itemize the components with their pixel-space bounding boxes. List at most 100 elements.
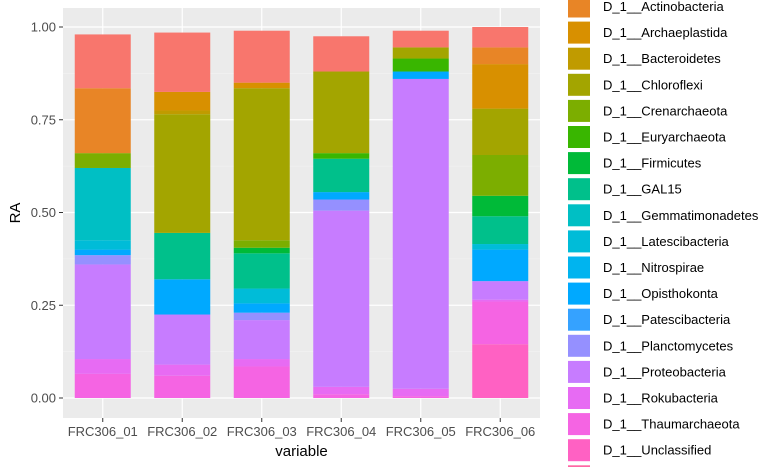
- bar-segment: [233, 240, 290, 248]
- legend-label: D_1__Firmicutes: [603, 156, 702, 171]
- bar-segment: [74, 34, 131, 89]
- y-axis: 0.00 0.25 0.50 0.75 1.00: [31, 20, 63, 406]
- bar-segment: [154, 114, 211, 233]
- x-tick-label: FRC306_01: [68, 424, 138, 439]
- legend-label: D_1__Bacteroidetes: [603, 51, 721, 66]
- legend-key: [568, 308, 590, 331]
- bar-segment: [74, 359, 131, 374]
- legend-key: [568, 0, 590, 18]
- legend-label: D_1__Patescibacteria: [603, 312, 731, 327]
- bar-segment: [154, 364, 211, 376]
- legend-key: [568, 204, 590, 227]
- bar-segment: [313, 153, 370, 159]
- bar-segment: [74, 153, 131, 168]
- legend-label: D_1__Proteobacteria: [603, 364, 727, 379]
- bar-segment: [392, 71, 449, 79]
- legend-label: D_1__Chloroflexi: [603, 77, 703, 92]
- legend-key: [568, 439, 590, 462]
- bar-segment: [392, 47, 449, 59]
- bar-segment: [313, 71, 370, 154]
- bar-segment: [472, 301, 529, 345]
- bar-segment: [154, 375, 211, 398]
- bars: [74, 27, 529, 398]
- legend: D_1__Actinobacteria D_1__Archaeplastida D_…: [568, 0, 759, 467]
- bar-segment: [392, 396, 449, 398]
- bar-segment: [313, 394, 370, 398]
- legend-key: [568, 413, 590, 436]
- y-tick-label: 0.00: [31, 391, 56, 406]
- x-tick-label: FRC306_05: [386, 424, 456, 439]
- bar-segment: [313, 158, 370, 193]
- bar-segment: [233, 88, 290, 241]
- bar-segment: [472, 249, 529, 282]
- bar-segment: [233, 82, 290, 89]
- bar-segment: [472, 154, 529, 196]
- legend-label: D_1__Actinobacteria: [603, 0, 724, 14]
- legend-key: [568, 152, 590, 175]
- bar-segment: [472, 244, 529, 250]
- legend-key: [568, 387, 590, 409]
- y-axis-title: RA: [7, 203, 24, 224]
- bar-segment: [472, 195, 529, 217]
- legend-key: [568, 47, 590, 70]
- legend-key: [568, 21, 590, 44]
- bar-segment: [74, 264, 131, 360]
- legend-label: D_1__Planctomycetes: [603, 338, 734, 353]
- bar-segment: [74, 255, 131, 265]
- bar-segment: [233, 312, 290, 321]
- x-axis: FRC306_01 FRC306_02 FRC306_03 FRC306_04 FRC3…: [68, 418, 535, 439]
- bar-segment: [74, 249, 131, 256]
- bar-segment: [74, 240, 131, 250]
- bar-segment: [392, 58, 449, 72]
- legend-key: [568, 282, 590, 305]
- legend-key: [568, 126, 590, 148]
- legend-key: [568, 230, 590, 253]
- legend-key: [568, 360, 590, 383]
- bar-segment: [154, 232, 211, 280]
- bar-segment: [472, 216, 529, 245]
- x-tick-label: FRC306_04: [306, 424, 376, 439]
- legend-key: [568, 178, 590, 201]
- legend-label: D_1__Unclassified: [603, 443, 711, 458]
- x-tick-label: FRC306_03: [227, 424, 297, 439]
- legend-key: [568, 99, 590, 122]
- bar-segment: [313, 386, 370, 395]
- y-tick-label: 0.50: [31, 205, 56, 220]
- y-tick-label: 0.75: [31, 112, 56, 127]
- bar-segment: [233, 253, 290, 289]
- x-tick-label: FRC306_06: [465, 424, 535, 439]
- x-tick-label: FRC306_02: [147, 424, 217, 439]
- bar-segment: [392, 78, 449, 389]
- bar-segment: [472, 64, 529, 109]
- bar-segment: [392, 30, 449, 48]
- bar-segment: [154, 32, 211, 92]
- bar-segment: [233, 30, 290, 83]
- bar-segment: [472, 47, 529, 65]
- bar-segment: [233, 247, 290, 254]
- legend-label: D_1__Latescibacteria: [603, 234, 730, 249]
- y-tick-label: 1.00: [31, 20, 56, 35]
- bar-segment: [233, 288, 290, 304]
- bar-segment: [472, 108, 529, 155]
- bar-segment: [472, 281, 529, 300]
- legend-key: [568, 256, 590, 279]
- legend-label: D_1__Euryarchaeota: [603, 130, 727, 145]
- bar-segment: [74, 373, 131, 398]
- bar-segment: [472, 344, 529, 398]
- bar-segment: [233, 303, 290, 313]
- y-tick-label: 0.25: [31, 298, 56, 313]
- legend-label: D_1__Gemmatimonadetes: [603, 208, 759, 223]
- legend-label: D_1__Archaeplastida: [603, 25, 728, 40]
- bar-segment: [154, 314, 211, 365]
- bar-segment: [233, 359, 290, 367]
- legend-label: D_1__Thaumarchaeota: [603, 417, 740, 432]
- bar-segment: [313, 36, 370, 72]
- legend-label: D_1__GAL15: [603, 182, 682, 197]
- bar-segment: [74, 88, 131, 154]
- legend-label: D_1__Crenarchaeota: [603, 103, 728, 118]
- bar-segment: [154, 279, 211, 315]
- legend-label: D_1__Rokubacteria: [603, 391, 719, 406]
- bar-segment: [472, 299, 529, 302]
- bar-segment: [233, 320, 290, 360]
- legend-label: D_1__Nitrospirae: [603, 260, 704, 275]
